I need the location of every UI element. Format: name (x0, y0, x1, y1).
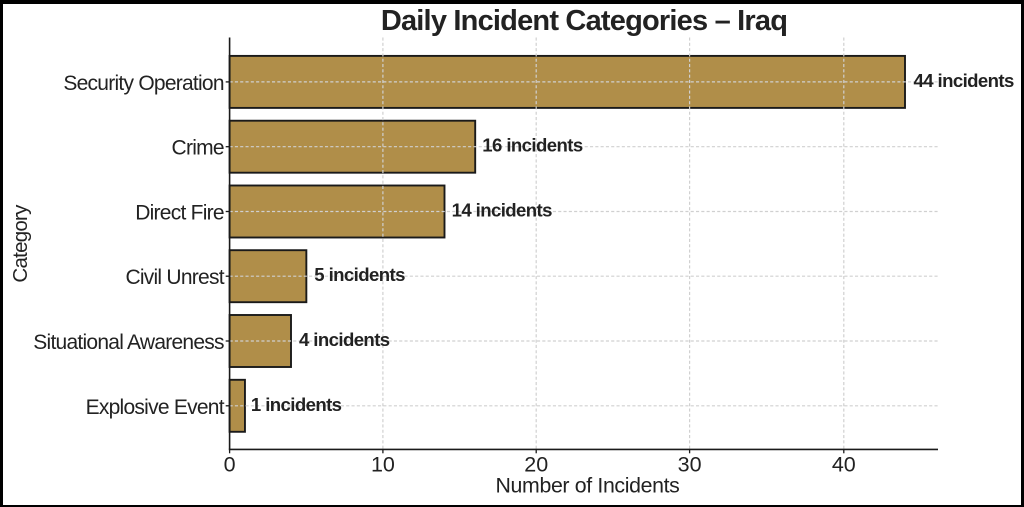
svg-text:4 incidents: 4 incidents (299, 329, 390, 350)
svg-text:1 incidents: 1 incidents (251, 394, 342, 415)
svg-text:Security Operation: Security Operation (63, 72, 223, 95)
svg-text:14 incidents: 14 incidents (452, 200, 553, 221)
svg-text:Civil Unrest: Civil Unrest (125, 266, 224, 289)
svg-text:Category: Category (9, 204, 32, 283)
svg-text:30: 30 (678, 452, 702, 476)
svg-text:16 incidents: 16 incidents (482, 135, 583, 156)
svg-text:Situational Awareness: Situational Awareness (33, 331, 224, 354)
svg-text:40: 40 (832, 452, 856, 476)
svg-text:Crime: Crime (172, 137, 224, 160)
svg-text:Number of Incidents: Number of Incidents (496, 474, 680, 498)
svg-text:Explosive Event: Explosive Event (86, 396, 225, 419)
svg-text:20: 20 (524, 452, 548, 476)
svg-text:44 incidents: 44 incidents (914, 70, 1015, 91)
svg-text:5 incidents: 5 incidents (314, 264, 405, 285)
svg-text:Direct Fire: Direct Fire (135, 202, 224, 225)
svg-text:0: 0 (224, 452, 236, 476)
svg-text:10: 10 (371, 452, 395, 476)
svg-text:Daily Incident Categories – Ir: Daily Incident Categories – Iraq (381, 5, 787, 37)
